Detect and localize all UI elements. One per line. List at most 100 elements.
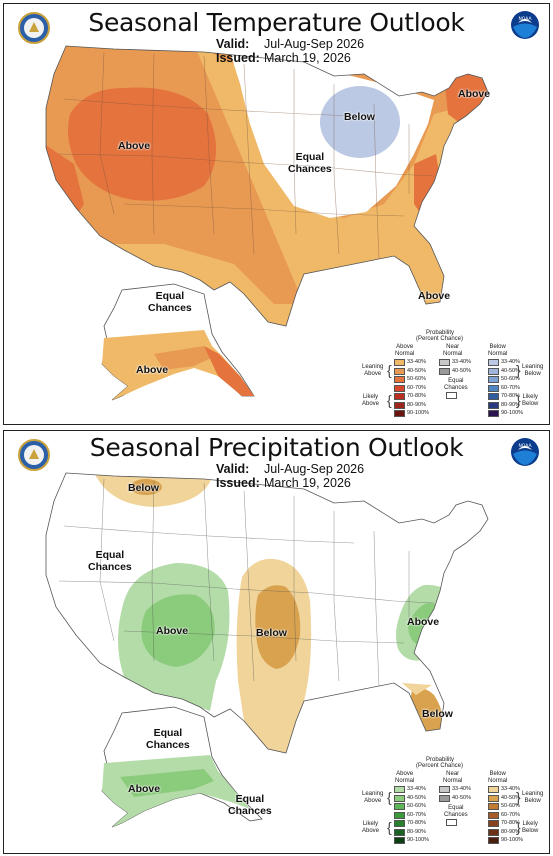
precipitation-legend-swatch-left-6 [394, 837, 405, 844]
temperature-label-equal-chances: Equal Chances [288, 151, 332, 175]
precipitation-label-above-southeast: Above [407, 616, 440, 628]
commerce-logo [18, 12, 50, 48]
precipitation-label-equal-chances-panhandle: Equal Chances [228, 793, 272, 817]
temperature-legend-swatch-left-1 [394, 367, 405, 375]
temperature-legend-range-left-6: 90-100% [407, 410, 430, 416]
temperature-legend-swatch-near-0 [439, 359, 450, 366]
precipitation-issued-value: March 19, 2026 [264, 476, 351, 490]
temperature-label-equal-chances-alaska: Equal Chances [148, 290, 192, 314]
temperature-northeast-core [444, 64, 488, 134]
temperature-legend-brace-left-0: { [387, 362, 392, 378]
precipitation-legend-swatch-left-4 [394, 820, 405, 827]
precipitation-legend-range-left-4: 70-80% [407, 820, 426, 826]
temperature-legend-near-header: Near Normal [443, 344, 463, 357]
precipitation-legend-swatch-right-2 [488, 803, 499, 810]
temperature-above-core-region [68, 87, 217, 201]
temperature-legend-swatch-right-1 [488, 367, 499, 375]
temperature-valid-value: Jul-Aug-Sep 2026 [264, 37, 365, 51]
precipitation-legend-title: Probability [426, 757, 455, 763]
temperature-legend-range-right-4: 70-80% [501, 393, 520, 399]
temperature-label-above-northeast: Above [458, 88, 491, 100]
precipitation-valid-label: Valid: [216, 462, 250, 476]
temperature-legend-range-near-0: 33-40% [452, 359, 471, 365]
temperature-legend-swatch-right-2 [488, 376, 499, 383]
precipitation-label-below-florida: Below [422, 708, 453, 720]
temperature-legend-brace-left-1: { [387, 392, 392, 408]
precipitation-us-outline [45, 472, 489, 754]
precipitation-legend-swatch-left-3 [394, 811, 405, 819]
precipitation-legend-range-right-1: 40-50% [501, 794, 520, 801]
temperature-label-above-alaska: Above [136, 364, 169, 376]
precipitation-legend-range-left-6: 90-100% [407, 837, 430, 843]
temperature-legend-swatch-left-3 [394, 384, 405, 392]
precipitation-below-florida-region [410, 687, 443, 733]
temperature-valid: Valid: Jul-Aug-Sep 2026 [216, 37, 364, 51]
temperature-legend-range-right-3: 60-70% [501, 384, 520, 391]
precipitation-valid: Valid: Jul-Aug-Sep 2026 [216, 462, 364, 476]
precipitation-legend-subtitle: (Percent Chance) [416, 763, 464, 769]
precipitation-valid-value: Jul-Aug-Sep 2026 [264, 462, 365, 476]
precipitation-label-equal-chances-west: Equal Chances [88, 549, 132, 573]
precipitation-legend-swatch-left-1 [394, 794, 405, 802]
precipitation-legend-swatch-right-3 [488, 811, 499, 819]
precipitation-legend-swatch-right-0 [488, 786, 499, 793]
precipitation-legend-range-right-2: 50-60% [501, 803, 520, 809]
precipitation-legend-brace-right-1: } [516, 819, 521, 835]
noaa-logo-text: NOAA [518, 16, 532, 22]
precipitation-legend-swatch-right-6 [488, 837, 499, 844]
precipitation-legend-range-right-5: 80-90% [501, 828, 520, 835]
temperature-legend-range-left-2: 50-60% [407, 376, 426, 382]
temperature-legend-subtitle: (Percent Chance) [416, 336, 464, 342]
temperature-legend-swatch-right-5 [488, 401, 499, 409]
precipitation-legend-brace-right-0: } [516, 789, 521, 805]
temperature-legend-swatch-equal [446, 392, 457, 399]
noaa-logo-precip: NOAA [510, 437, 540, 471]
temperature-legend-brace-right-1: } [516, 392, 521, 408]
temperature-legend-title: Probability [426, 330, 455, 336]
precipitation-legend-swatch-left-5 [394, 828, 405, 836]
precipitation-legend-range-right-0: 33-40% [501, 786, 520, 792]
temperature-label-above-florida: Above [418, 290, 451, 302]
precipitation-title: Seasonal Precipitation Outlook [89, 433, 464, 462]
temperature-legend-range-right-1: 40-50% [501, 367, 520, 374]
precipitation-label-equal-chances-alaska: Equal Chances [146, 727, 190, 751]
temperature-legend-range-right-6: 90-100% [501, 410, 524, 416]
temperature-title: Seasonal Temperature Outlook [88, 8, 465, 37]
precipitation-outlook-panel: NOAA Seasonal Precipitation Outlook Vali… [3, 430, 550, 854]
precipitation-label-below-plains: Below [256, 627, 287, 639]
temperature-legend-swatch-left-2 [394, 376, 405, 383]
temperature-legend-swatch-left-4 [394, 393, 405, 400]
temperature-outlook-panel: NOAA Seasonal Temperature Outlook Valid:… [3, 3, 550, 425]
precipitation-legend-range-left-5: 80-90% [407, 828, 426, 835]
precipitation-legend-swatch-right-5 [488, 828, 499, 836]
temperature-legend-below-header: Below Normal [488, 344, 508, 357]
precipitation-issued: Issued: March 19, 2026 [216, 476, 351, 490]
temperature-legend-swatch-right-3 [488, 384, 499, 392]
precipitation-legend-swatch-right-1 [488, 794, 499, 802]
precipitation-legend-brace-left-1: { [387, 819, 392, 835]
temperature-legend-swatch-right-4 [488, 393, 499, 400]
temperature-legend-side-left-bottom: Likely Above [362, 394, 380, 407]
precipitation-legend-brace-left-0: { [387, 789, 392, 805]
precipitation-state-lines [58, 478, 435, 687]
temperature-legend-range-left-3: 60-70% [407, 384, 426, 391]
precipitation-legend-below-header: Below Normal [488, 771, 508, 784]
precipitation-map [45, 472, 489, 828]
precipitation-legend-range-left-0: 33-40% [407, 786, 426, 792]
temperature-legend-range-left-5: 80-90% [407, 401, 426, 408]
temperature-legend-range-right-0: 33-40% [501, 359, 520, 365]
precipitation-label-below-north: Below [128, 482, 159, 494]
temperature-legend-swatch-left-5 [394, 401, 405, 409]
precipitation-legend-swatch-right-4 [488, 820, 499, 827]
temperature-legend-range-left-4: 70-80% [407, 393, 426, 399]
precipitation-alaska [101, 706, 263, 828]
temperature-legend-range-left-1: 40-50% [407, 367, 426, 374]
temperature-legend-above-header: Above Normal [395, 344, 415, 357]
precipitation-legend-equal-chances: Equal Chances [444, 805, 468, 818]
noaa-logo-text-precip: NOAA [518, 443, 532, 449]
precipitation-legend-swatch-near-0 [439, 786, 450, 793]
precipitation-legend-near-header: Near Normal [443, 771, 463, 784]
temperature-legend-range-right-5: 80-90% [501, 401, 520, 408]
precipitation-legend-swatch-equal [446, 819, 457, 826]
precipitation-legend-range-left-2: 50-60% [407, 803, 426, 809]
